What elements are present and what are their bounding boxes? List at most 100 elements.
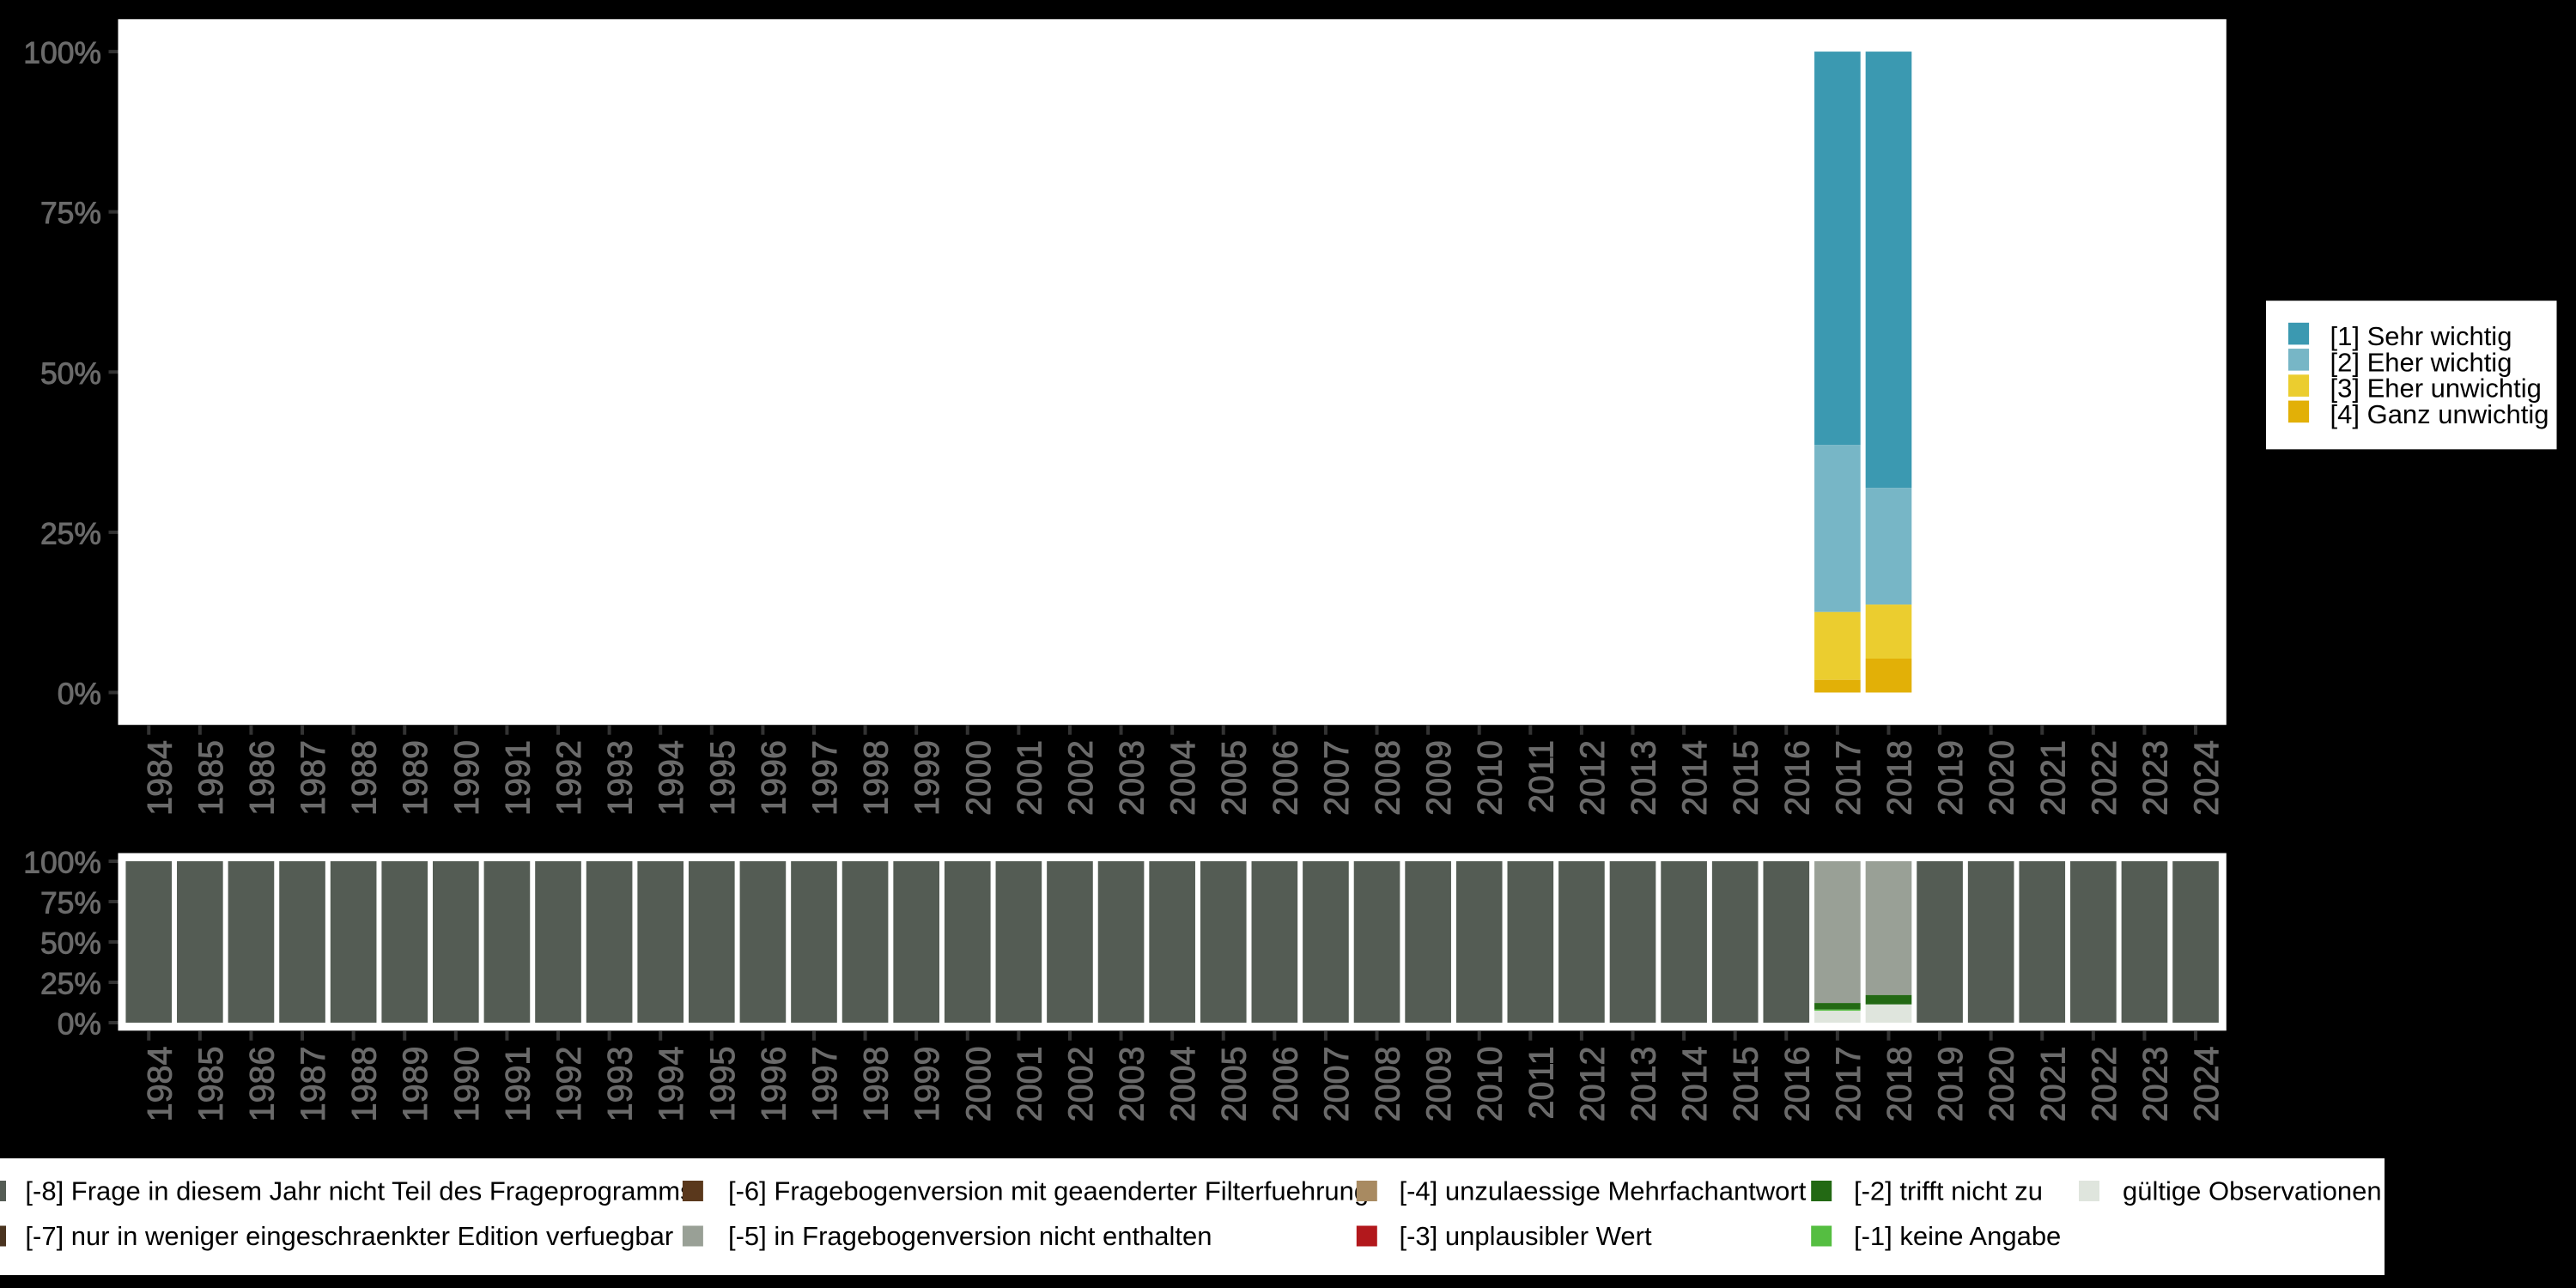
svg-text:2000: 2000 <box>960 740 998 816</box>
svg-text:2002: 2002 <box>1062 740 1100 816</box>
svg-text:2022: 2022 <box>2086 1047 2123 1122</box>
svg-text:2013: 2013 <box>1625 740 1663 816</box>
svg-text:2003: 2003 <box>1114 740 1151 816</box>
svg-text:1990: 1990 <box>448 1047 486 1122</box>
svg-text:1998: 1998 <box>858 1047 896 1122</box>
svg-text:1996: 1996 <box>755 740 793 816</box>
svg-text:2009: 2009 <box>1420 740 1458 816</box>
svg-text:50%: 50% <box>40 927 101 961</box>
svg-text:1987: 1987 <box>295 1047 332 1122</box>
svg-text:2016: 2016 <box>1778 1047 1816 1122</box>
svg-text:2004: 2004 <box>1164 1047 1202 1122</box>
svg-text:1998: 1998 <box>858 740 896 816</box>
svg-text:[-4] unzulaessige Mehrfachantw: [-4] unzulaessige Mehrfachantwort <box>1400 1176 1807 1206</box>
svg-text:2008: 2008 <box>1370 1047 1407 1122</box>
svg-text:2022: 2022 <box>2086 740 2123 816</box>
svg-text:2009: 2009 <box>1420 1047 1458 1122</box>
svg-text:2023: 2023 <box>2136 740 2174 816</box>
svg-text:1987: 1987 <box>295 740 332 816</box>
svg-text:75%: 75% <box>40 196 101 230</box>
svg-text:50%: 50% <box>40 356 101 391</box>
svg-text:1991: 1991 <box>499 1047 537 1122</box>
svg-text:2021: 2021 <box>2034 740 2072 816</box>
svg-text:[-7] nur in weniger eingeschra: [-7] nur in weniger eingeschraenkter Edi… <box>25 1221 673 1251</box>
svg-text:2024: 2024 <box>2188 1047 2226 1122</box>
svg-text:2003: 2003 <box>1114 1047 1151 1122</box>
svg-text:2004: 2004 <box>1164 740 1202 816</box>
svg-text:2017: 2017 <box>1830 740 1868 816</box>
svg-text:1986: 1986 <box>243 1047 281 1122</box>
svg-text:2024: 2024 <box>2188 740 2226 816</box>
svg-text:1989: 1989 <box>397 1047 434 1122</box>
svg-text:2012: 2012 <box>1574 1047 1612 1122</box>
svg-text:100%: 100% <box>23 36 101 70</box>
svg-text:2020: 2020 <box>1984 740 2021 816</box>
svg-text:2011: 2011 <box>1522 740 1560 813</box>
svg-text:2006: 2006 <box>1267 1047 1304 1122</box>
svg-text:1988: 1988 <box>346 740 384 816</box>
svg-text:1995: 1995 <box>704 1047 742 1122</box>
svg-text:1991: 1991 <box>499 740 537 816</box>
svg-text:2014: 2014 <box>1676 740 1714 816</box>
svg-text:1999: 1999 <box>908 1047 946 1122</box>
svg-text:2010: 2010 <box>1472 740 1510 816</box>
svg-text:75%: 75% <box>40 886 101 920</box>
svg-text:2006: 2006 <box>1267 740 1304 816</box>
svg-text:1990: 1990 <box>448 740 486 816</box>
svg-text:1997: 1997 <box>806 1047 844 1122</box>
svg-text:1994: 1994 <box>653 740 690 816</box>
svg-text:2001: 2001 <box>1011 740 1048 816</box>
svg-text:25%: 25% <box>40 967 101 1001</box>
svg-text:2020: 2020 <box>1984 1047 2021 1122</box>
svg-text:2017: 2017 <box>1830 1047 1868 1122</box>
svg-text:2018: 2018 <box>1880 1047 1918 1122</box>
svg-text:1986: 1986 <box>243 740 281 816</box>
svg-text:2019: 2019 <box>1932 1047 1970 1122</box>
svg-text:0%: 0% <box>58 677 101 711</box>
svg-text:1988: 1988 <box>346 1047 384 1122</box>
svg-text:2018: 2018 <box>1880 740 1918 816</box>
svg-text:[2] Eher wichtig: [2] Eher wichtig <box>2330 347 2512 377</box>
svg-text:2005: 2005 <box>1216 1047 1254 1122</box>
svg-text:[-1] keine Angabe: [-1] keine Angabe <box>1854 1221 2061 1251</box>
svg-text:[3] Eher unwichtig: [3] Eher unwichtig <box>2330 374 2542 404</box>
svg-text:1984: 1984 <box>141 740 179 816</box>
svg-text:2013: 2013 <box>1625 1047 1663 1122</box>
svg-text:[-2] trifft nicht zu: [-2] trifft nicht zu <box>1854 1176 2043 1206</box>
svg-text:[1] Sehr wichtig: [1] Sehr wichtig <box>2330 321 2512 351</box>
svg-text:2008: 2008 <box>1370 740 1407 816</box>
svg-text:1994: 1994 <box>653 1047 690 1122</box>
svg-text:1997: 1997 <box>806 740 844 816</box>
svg-text:1993: 1993 <box>602 1047 640 1122</box>
svg-text:1985: 1985 <box>192 1047 230 1122</box>
svg-text:2007: 2007 <box>1318 740 1356 816</box>
svg-text:2021: 2021 <box>2034 1047 2072 1122</box>
svg-text:1992: 1992 <box>550 1047 588 1122</box>
svg-text:2005: 2005 <box>1216 740 1254 816</box>
svg-text:gültige Observationen: gültige Observationen <box>2123 1176 2382 1206</box>
svg-text:2001: 2001 <box>1011 1047 1048 1122</box>
svg-text:[-3] unplausibler Wert: [-3] unplausibler Wert <box>1400 1221 1652 1251</box>
svg-text:2014: 2014 <box>1676 1047 1714 1122</box>
svg-text:2011: 2011 <box>1522 1047 1560 1120</box>
svg-text:1992: 1992 <box>550 740 588 816</box>
svg-text:2007: 2007 <box>1318 1047 1356 1122</box>
svg-text:[4] Ganz unwichtig: [4] Ganz unwichtig <box>2330 399 2549 429</box>
svg-text:1999: 1999 <box>908 740 946 816</box>
svg-text:2012: 2012 <box>1574 740 1612 816</box>
svg-text:[-5] in Fragebogenversion nich: [-5] in Fragebogenversion nicht enthalte… <box>728 1221 1212 1251</box>
svg-text:1985: 1985 <box>192 740 230 816</box>
svg-text:1984: 1984 <box>141 1047 179 1122</box>
svg-text:[-6] Fragebogenversion mit gea: [-6] Fragebogenversion mit geaenderter F… <box>728 1176 1369 1206</box>
svg-text:2019: 2019 <box>1932 740 1970 816</box>
svg-text:1993: 1993 <box>602 740 640 816</box>
svg-text:1996: 1996 <box>755 1047 793 1122</box>
svg-text:[-8] Frage in diesem Jahr nich: [-8] Frage in diesem Jahr nicht Teil des… <box>25 1176 693 1206</box>
svg-text:25%: 25% <box>40 516 101 550</box>
svg-text:2000: 2000 <box>960 1047 998 1122</box>
svg-text:2015: 2015 <box>1728 740 1765 816</box>
svg-text:2023: 2023 <box>2136 1047 2174 1122</box>
svg-text:0%: 0% <box>58 1007 101 1042</box>
svg-text:2002: 2002 <box>1062 1047 1100 1122</box>
svg-text:100%: 100% <box>23 846 101 880</box>
